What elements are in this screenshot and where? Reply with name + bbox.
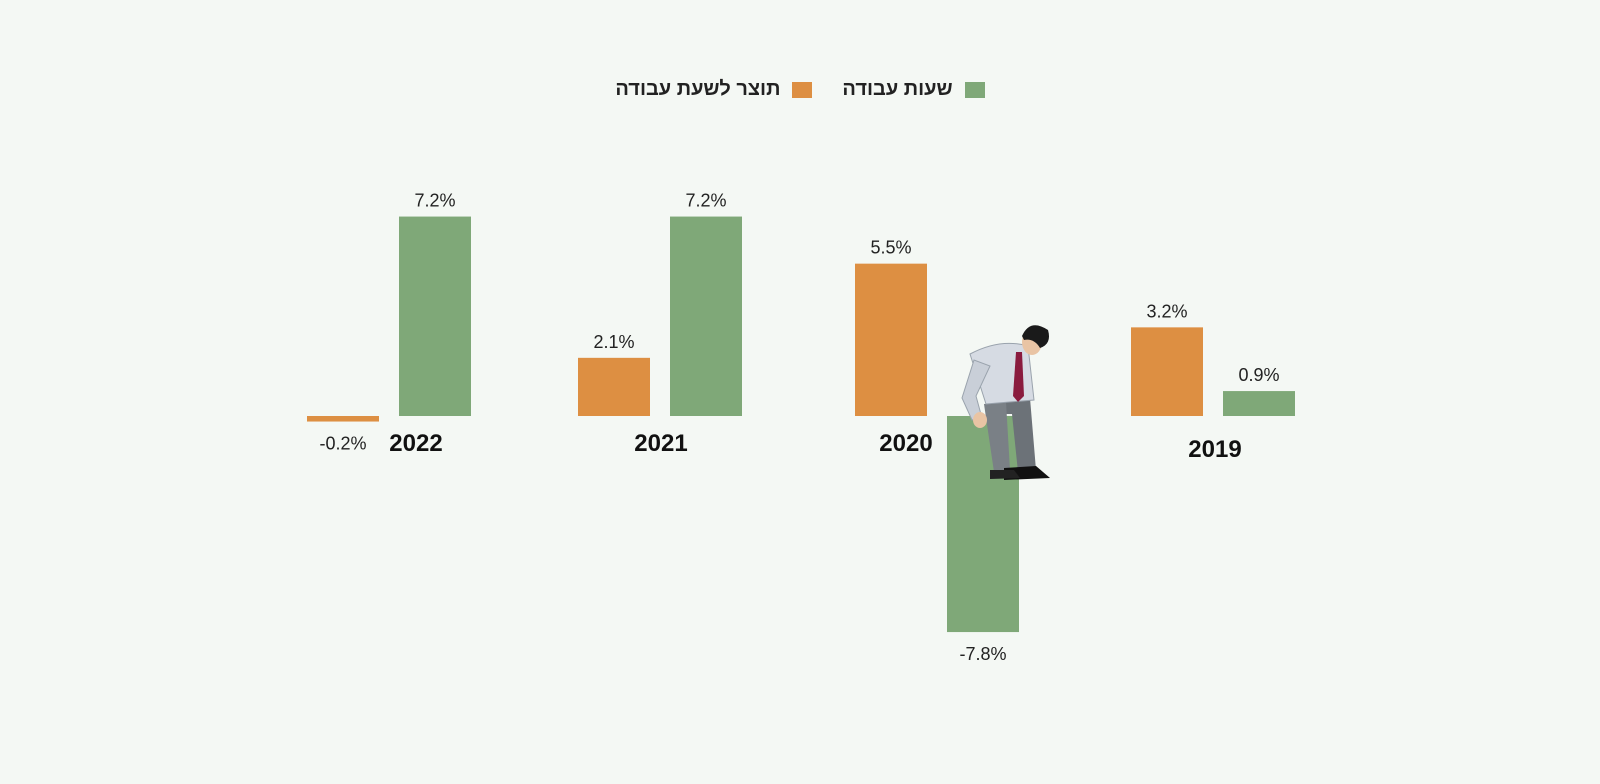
value-label-2019-output: 3.2% (1146, 301, 1187, 321)
bar-2020-output (855, 263, 927, 416)
value-label-2022-output: -0.2% (319, 434, 366, 454)
value-label-2022-hours: 7.2% (414, 191, 455, 211)
year-label-2022: 2022 (389, 430, 442, 457)
legend-item-hours: שעות עבודה (842, 78, 985, 101)
value-label-2020-output: 5.5% (870, 238, 911, 258)
legend-label-hours: שעות עבודה (842, 78, 953, 100)
bar-2019-hours (1223, 391, 1295, 416)
value-label-2019-hours: 0.9% (1238, 365, 1279, 385)
legend-item-output: תוצר לשעת עבודה (615, 78, 813, 101)
bar-2022-hours (399, 216, 471, 416)
value-label-2021-hours: 7.2% (685, 191, 726, 211)
bar-2022-output (307, 416, 379, 422)
value-label-2021-output: 2.1% (593, 332, 634, 352)
value-label-2020-hours: -7.8% (959, 644, 1006, 664)
year-label-2019: 2019 (1188, 436, 1241, 463)
bar-2021-output (578, 357, 650, 416)
legend-swatch-output (792, 81, 813, 98)
legend: שעות עבודה תוצר לשעת עבודה (0, 78, 1600, 101)
bar-2021-hours (670, 216, 742, 416)
bar-2019-output (1131, 327, 1203, 416)
sitting-man-illustration (961, 325, 1050, 480)
year-label-2021: 2021 (634, 430, 687, 457)
legend-label-output: תוצר לשעת עבודה (615, 78, 781, 100)
legend-swatch-hours (964, 81, 985, 98)
year-label-2020: 2020 (879, 430, 932, 457)
